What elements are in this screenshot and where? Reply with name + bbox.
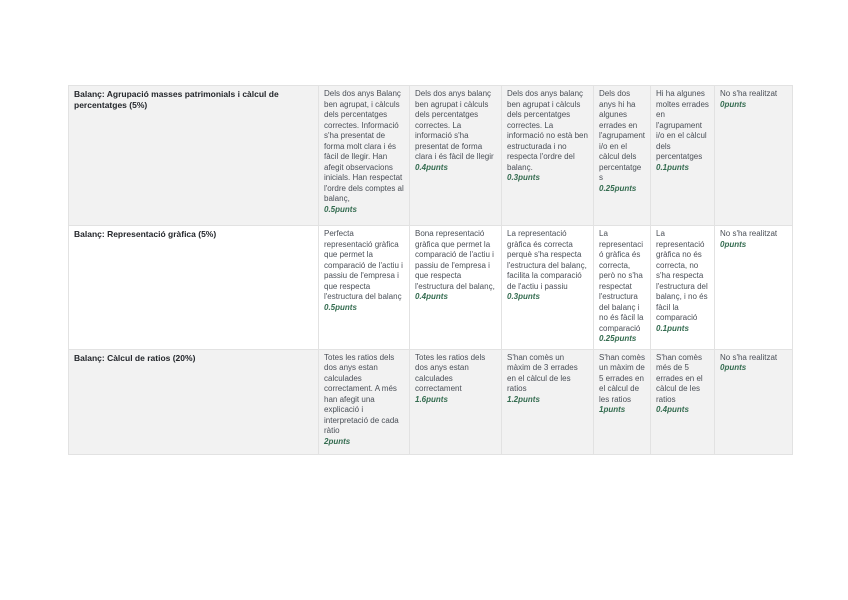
level-points: 0.5punts <box>324 302 357 312</box>
level-cell: S'han comès un màxim de 3 errades en el … <box>501 348 594 455</box>
level-cell: Dels dos anys balanç ben agrupat i càlcu… <box>409 85 502 226</box>
level-points: 0.1punts <box>656 323 689 333</box>
level-points: 2punts <box>324 436 351 446</box>
level-cell: La representació gràfica és correcta, pe… <box>593 225 651 350</box>
criterion-name: Balanç: Càlcul de ratios (20%) <box>68 348 319 455</box>
level-definition: No s'ha realitzat <box>720 229 778 238</box>
level-cell: Dels dos anys hi ha algunes errades en l… <box>593 85 651 226</box>
level-points: 0punts <box>720 363 747 372</box>
level-points: 0punts <box>720 99 747 109</box>
level-cell: Bona representació gràfica que permet la… <box>409 225 502 350</box>
level-points: 0.4punts <box>415 292 448 301</box>
level-cell: Totes les ratios dels dos anys estan cal… <box>318 348 410 455</box>
level-points: 0.3punts <box>507 292 540 301</box>
level-definition: S'han comès més de 5 errades en el càlcu… <box>656 352 703 404</box>
level-definition: Dels dos anys hi ha algunes errades en l… <box>599 89 645 182</box>
level-definition: La representació gràfica és correcta, pe… <box>599 229 644 333</box>
level-points: 1.2punts <box>507 394 540 404</box>
level-points: 1.6punts <box>415 394 448 404</box>
level-points: 0.1punts <box>656 162 689 172</box>
level-cell: La representació gràfica és correcta per… <box>501 225 594 350</box>
level-definition: S'han comès un màxim de 5 errades en el … <box>599 352 645 404</box>
level-points: 0.4punts <box>656 405 689 414</box>
rubric-row: Balanç: Representació gràfica (5%) Perfec… <box>68 225 793 350</box>
level-definition: S'han comès un màxim de 3 errades en el … <box>507 352 578 394</box>
rubric-row: Balanç: Agrupació masses patrimonials i … <box>68 85 793 226</box>
level-cell: Totes les ratios dels dos anys estan cal… <box>409 348 502 455</box>
level-points: 0.5punts <box>324 204 357 214</box>
level-cell: No s'ha realitzat 0punts <box>714 85 793 226</box>
criterion-name: Balanç: Representació gràfica (5%) <box>68 225 319 350</box>
criterion-name: Balanç: Agrupació masses patrimonials i … <box>68 85 319 226</box>
level-cell: Dels dos anys balanç ben agrupat i càlcu… <box>501 85 594 226</box>
level-definition: Totes les ratios dels dos anys estan cal… <box>415 352 486 394</box>
level-points: 0.3punts <box>507 173 540 182</box>
level-points: 0.25punts <box>599 334 637 343</box>
rubric-body: Balanç: Agrupació masses patrimonials i … <box>68 85 793 455</box>
level-definition: No s'ha realitzat <box>720 89 778 98</box>
level-definition: La representació gràfica no és correcta,… <box>656 229 708 322</box>
level-points: 0.4punts <box>415 162 448 172</box>
level-definition: Perfecta representació gràfica que perme… <box>324 229 403 301</box>
rubric-row: Balanç: Càlcul de ratios (20%) Totes les … <box>68 348 793 455</box>
level-cell: Perfecta representació gràfica que perme… <box>318 225 410 350</box>
level-points: 0punts <box>720 239 747 249</box>
level-definition: Bona representació gràfica que permet la… <box>415 229 495 291</box>
rubric-table: Balanç: Agrupació masses patrimonials i … <box>68 85 793 455</box>
level-cell: No s'ha realitzat 0punts <box>714 225 793 350</box>
level-definition: Hi ha algunes moltes errades en l'agrupa… <box>656 89 709 161</box>
level-definition: La representació gràfica és correcta per… <box>507 229 587 291</box>
level-points: 1punts <box>599 405 626 414</box>
level-definition: Dels dos anys balanç ben agrupat i càlcu… <box>415 89 494 161</box>
level-definition: Dels dos anys Balanç ben agrupat, i càlc… <box>324 89 404 203</box>
level-definition: No s'ha realitzat <box>720 352 778 362</box>
level-cell: Dels dos anys Balanç ben agrupat, i càlc… <box>318 85 410 226</box>
level-definition: Totes les ratios dels dos anys estan cal… <box>324 352 399 436</box>
level-cell: Hi ha algunes moltes errades en l'agrupa… <box>650 85 715 226</box>
level-cell: La representació gràfica no és correcta,… <box>650 225 715 350</box>
level-definition: Dels dos anys balanç ben agrupat i càlcu… <box>507 89 588 172</box>
level-cell: No s'ha realitzat 0punts <box>714 348 793 455</box>
level-cell: S'han comès més de 5 errades en el càlcu… <box>650 348 715 455</box>
level-cell: S'han comès un màxim de 5 errades en el … <box>593 348 651 455</box>
level-points: 0.25punts <box>599 183 637 193</box>
